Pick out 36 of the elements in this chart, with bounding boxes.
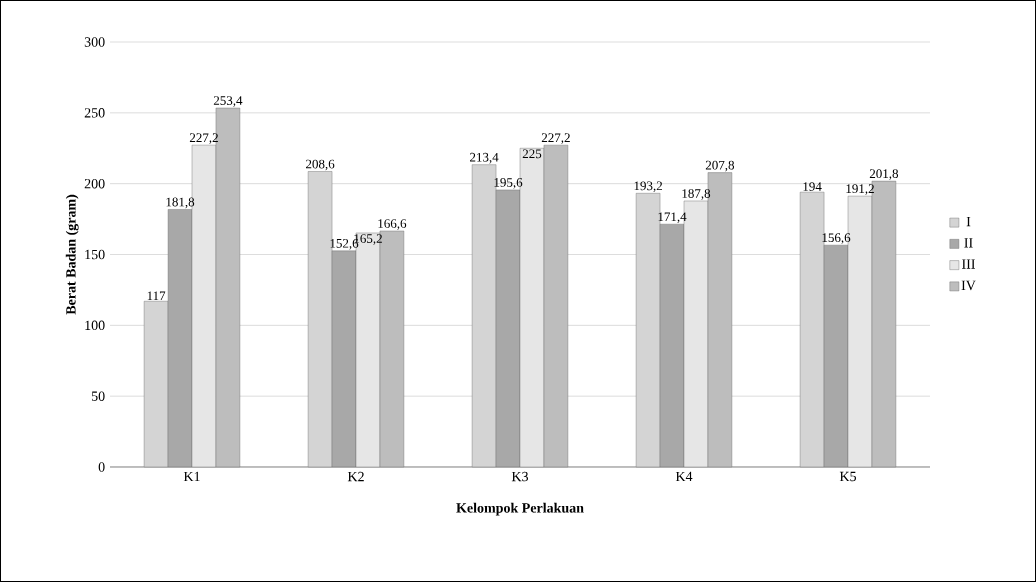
y-tick-label: 300 (84, 37, 105, 47)
data-label: 194 (803, 182, 822, 191)
x-tick-label: K4 (675, 471, 693, 482)
x-tick-label: K1 (183, 471, 200, 482)
legend-label: I (966, 216, 971, 227)
data-label: 253,4 (213, 96, 243, 107)
x-tick-label: K2 (347, 471, 364, 482)
data-label: 208,6 (306, 159, 335, 171)
data-label: 187,8 (682, 189, 711, 200)
legend-label: IV (961, 280, 976, 291)
y-tick-label: 50 (91, 391, 105, 401)
data-label: 201,8 (869, 169, 899, 180)
data-label: 191,2 (846, 184, 874, 195)
data-label: 195,6 (494, 178, 523, 189)
data-label: 227,2 (189, 133, 218, 144)
x-tick-label: K5 (839, 471, 857, 482)
data-label: 181,8 (166, 197, 195, 209)
data-label: 213,4 (470, 152, 499, 164)
y-tick-label: 0 (98, 462, 105, 472)
y-tick-label: 250 (84, 108, 105, 118)
data-label: 166,6 (378, 219, 407, 230)
data-label: 227,2 (541, 133, 570, 144)
legend-label: II (964, 238, 973, 248)
data-label: 207,8 (705, 160, 735, 172)
data-label: 193,2 (634, 181, 662, 193)
x-tick-label: K3 (511, 471, 529, 482)
data-label: 117 (147, 291, 166, 301)
legend-label: III (962, 259, 976, 269)
x-axis-title: Kelompok Perlakuan (456, 502, 584, 516)
y-tick-label: 100 (85, 320, 105, 331)
data-label: 225 (522, 149, 542, 159)
data-label: 171,4 (658, 212, 687, 223)
y-tick-label: 200 (84, 178, 105, 189)
data-label: 156,6 (822, 233, 851, 244)
y-tick-label: 150 (85, 249, 105, 260)
y-axis-title: Berat Badan (gram) (65, 194, 79, 315)
